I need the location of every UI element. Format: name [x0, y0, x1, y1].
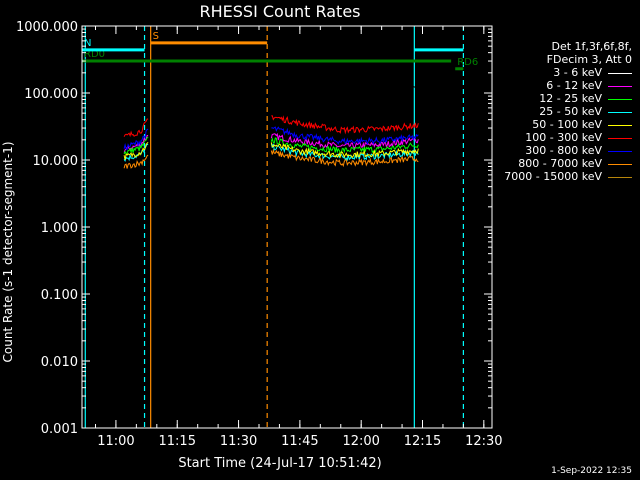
y-tick-label: 1.000: [41, 221, 78, 236]
event-label: S: [153, 31, 159, 42]
series-line: [270, 136, 419, 154]
event-label: RD6: [457, 57, 478, 68]
legend-swatch: [608, 163, 632, 165]
legend-entry: 3 - 6 keV: [504, 66, 632, 79]
legend-entry-label: 800 - 7000 keV: [518, 157, 602, 170]
x-tick-label: 11:30: [220, 434, 257, 449]
series-line: [123, 142, 149, 160]
legend-entry: 12 - 25 keV: [504, 92, 632, 105]
footer-date: 1-Sep-2022 12:35: [551, 466, 632, 476]
legend-entry-label: 25 - 50 keV: [539, 105, 602, 118]
series-line: [271, 84, 419, 90]
legend-swatch: [608, 176, 632, 178]
series-line: [123, 143, 149, 162]
y-tick-label: 10.000: [33, 154, 79, 169]
y-tick-label: 0.100: [41, 288, 78, 303]
legend-entry-label: 300 - 800 keV: [525, 144, 602, 157]
legend-entry: 300 - 800 keV: [504, 144, 632, 157]
chart-title: RHESSI Count Rates: [200, 2, 361, 21]
y-tick-label: 1000.000: [16, 20, 78, 35]
legend-entry: 7000 - 15000 keV: [504, 170, 632, 183]
x-tick-label: 12:30: [465, 434, 502, 449]
legend-entry-label: 12 - 25 keV: [539, 92, 602, 105]
legend-entry: 50 - 100 keV: [504, 118, 632, 131]
legend-entry: 800 - 7000 keV: [504, 157, 632, 170]
legend-entry-label: 7000 - 15000 keV: [504, 170, 602, 183]
legend-entry-label: 3 - 6 keV: [553, 66, 602, 79]
legend-swatch: [608, 98, 632, 100]
x-tick-label: 11:45: [281, 434, 318, 449]
event-label: RD0: [84, 49, 105, 60]
x-tick-label: 11:15: [159, 434, 196, 449]
legend-entry: 6 - 12 keV: [504, 79, 632, 92]
legend-swatch: [608, 137, 632, 139]
legend-entry-label: 6 - 12 keV: [546, 79, 602, 92]
legend-items: 3 - 6 keV 6 - 12 keV 12 - 25 keV 25 - 50 ke…: [504, 66, 632, 183]
legend-swatch: [608, 111, 632, 113]
legend-entry: 25 - 50 keV: [504, 105, 632, 118]
x-tick-label: 12:00: [342, 434, 379, 449]
legend-entry-label: 50 - 100 keV: [532, 118, 602, 131]
event-label: N: [84, 38, 91, 49]
legend-header-line: FDecim 3, Att 0: [546, 53, 632, 66]
series-line: [270, 148, 419, 168]
series-line: [270, 142, 419, 159]
legend-entry-label: 100 - 300 keV: [525, 131, 602, 144]
axes: 0.001 0.010 0.100 1.000 10.000 100.000 1000.00…: [16, 20, 503, 449]
y-axis-label: Count Rate (s-1 detector-segment-1): [1, 141, 15, 362]
series-line: [123, 118, 149, 138]
series-line: [270, 143, 419, 162]
series-line: [270, 132, 419, 150]
legend-swatch: [608, 124, 632, 126]
x-axis-label: Start Time (24-Jul-17 10:51:42): [178, 456, 381, 471]
x-tick-label: 11:00: [97, 434, 134, 449]
y-tick-label: 100.000: [24, 87, 78, 102]
legend-swatch: [608, 85, 632, 87]
x-tick-label: 12:15: [404, 434, 441, 449]
series-line: [123, 85, 149, 89]
y-tick-label: 0.001: [41, 422, 78, 437]
series-line: [271, 115, 419, 135]
legend-header-line: Det 1f,3f,6f,8f,: [551, 40, 632, 53]
series-line: [123, 154, 149, 169]
series-line: [123, 136, 149, 155]
series-line: [271, 126, 419, 146]
legend-entry: 100 - 300 keV: [504, 131, 632, 144]
series-line: [123, 128, 149, 151]
legend: Det 1f,3f,6f,8f, FDecim 3, Att 0 3 - 6 k…: [504, 40, 632, 183]
legend-swatch: [608, 150, 632, 152]
legend-swatch: [608, 72, 632, 74]
y-tick-label: 0.010: [41, 355, 78, 370]
